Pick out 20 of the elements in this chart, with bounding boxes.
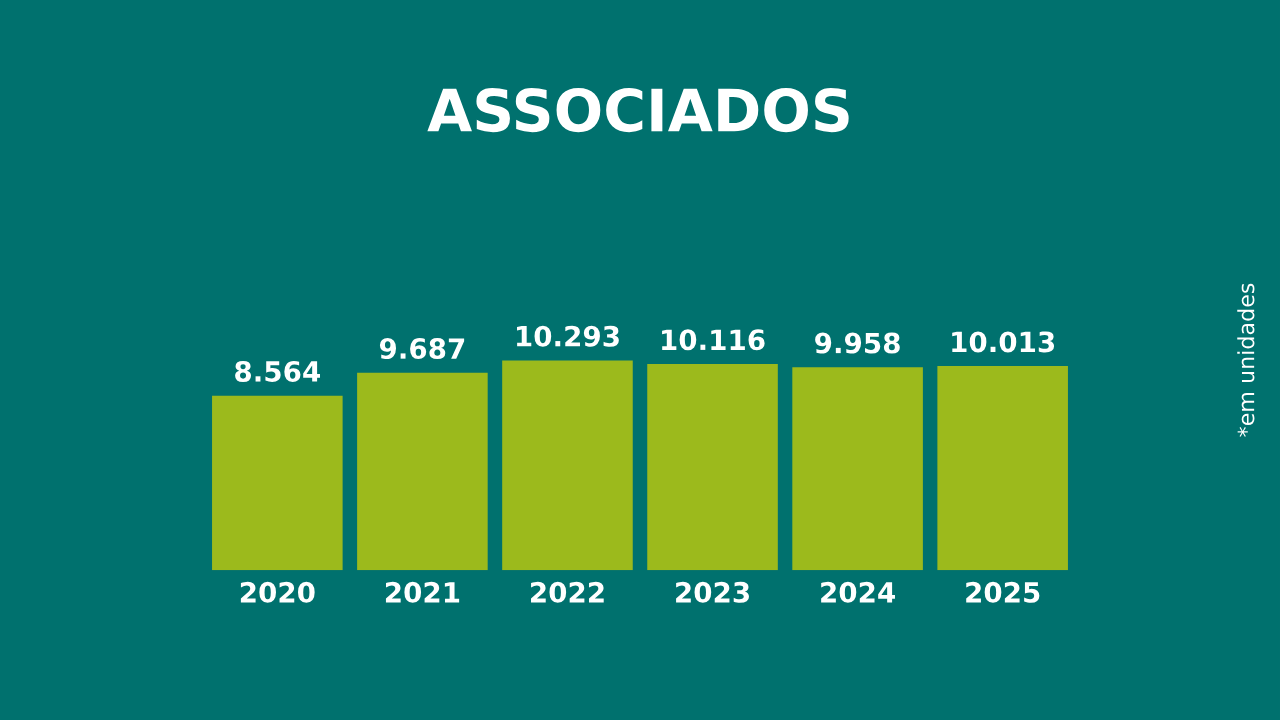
data-label: 8.564: [235, 360, 320, 382]
data-label: 10.116: [662, 329, 765, 351]
data-label: 9.958: [815, 332, 900, 354]
bar: [647, 364, 778, 571]
x-tick-label: 2024: [821, 581, 895, 603]
bar: [212, 395, 343, 571]
x-tick-label: 2022: [531, 581, 604, 603]
x-tick-label: 2023: [676, 581, 749, 603]
x-tick-label: 2021: [385, 581, 460, 603]
data-label: 10.293: [517, 325, 619, 347]
x-tick-label: 2025: [966, 581, 1040, 603]
data-label: 10.013: [952, 331, 1055, 353]
bar: [502, 360, 633, 571]
bar: [937, 366, 1068, 571]
bar: [792, 367, 923, 571]
x-tick-label: 2020: [240, 581, 315, 603]
data-label: 9.687: [379, 338, 465, 360]
bar: [357, 372, 488, 571]
text: *em unidades: [1237, 283, 1255, 437]
chart-title: ASSOCIADOS: [427, 88, 849, 133]
